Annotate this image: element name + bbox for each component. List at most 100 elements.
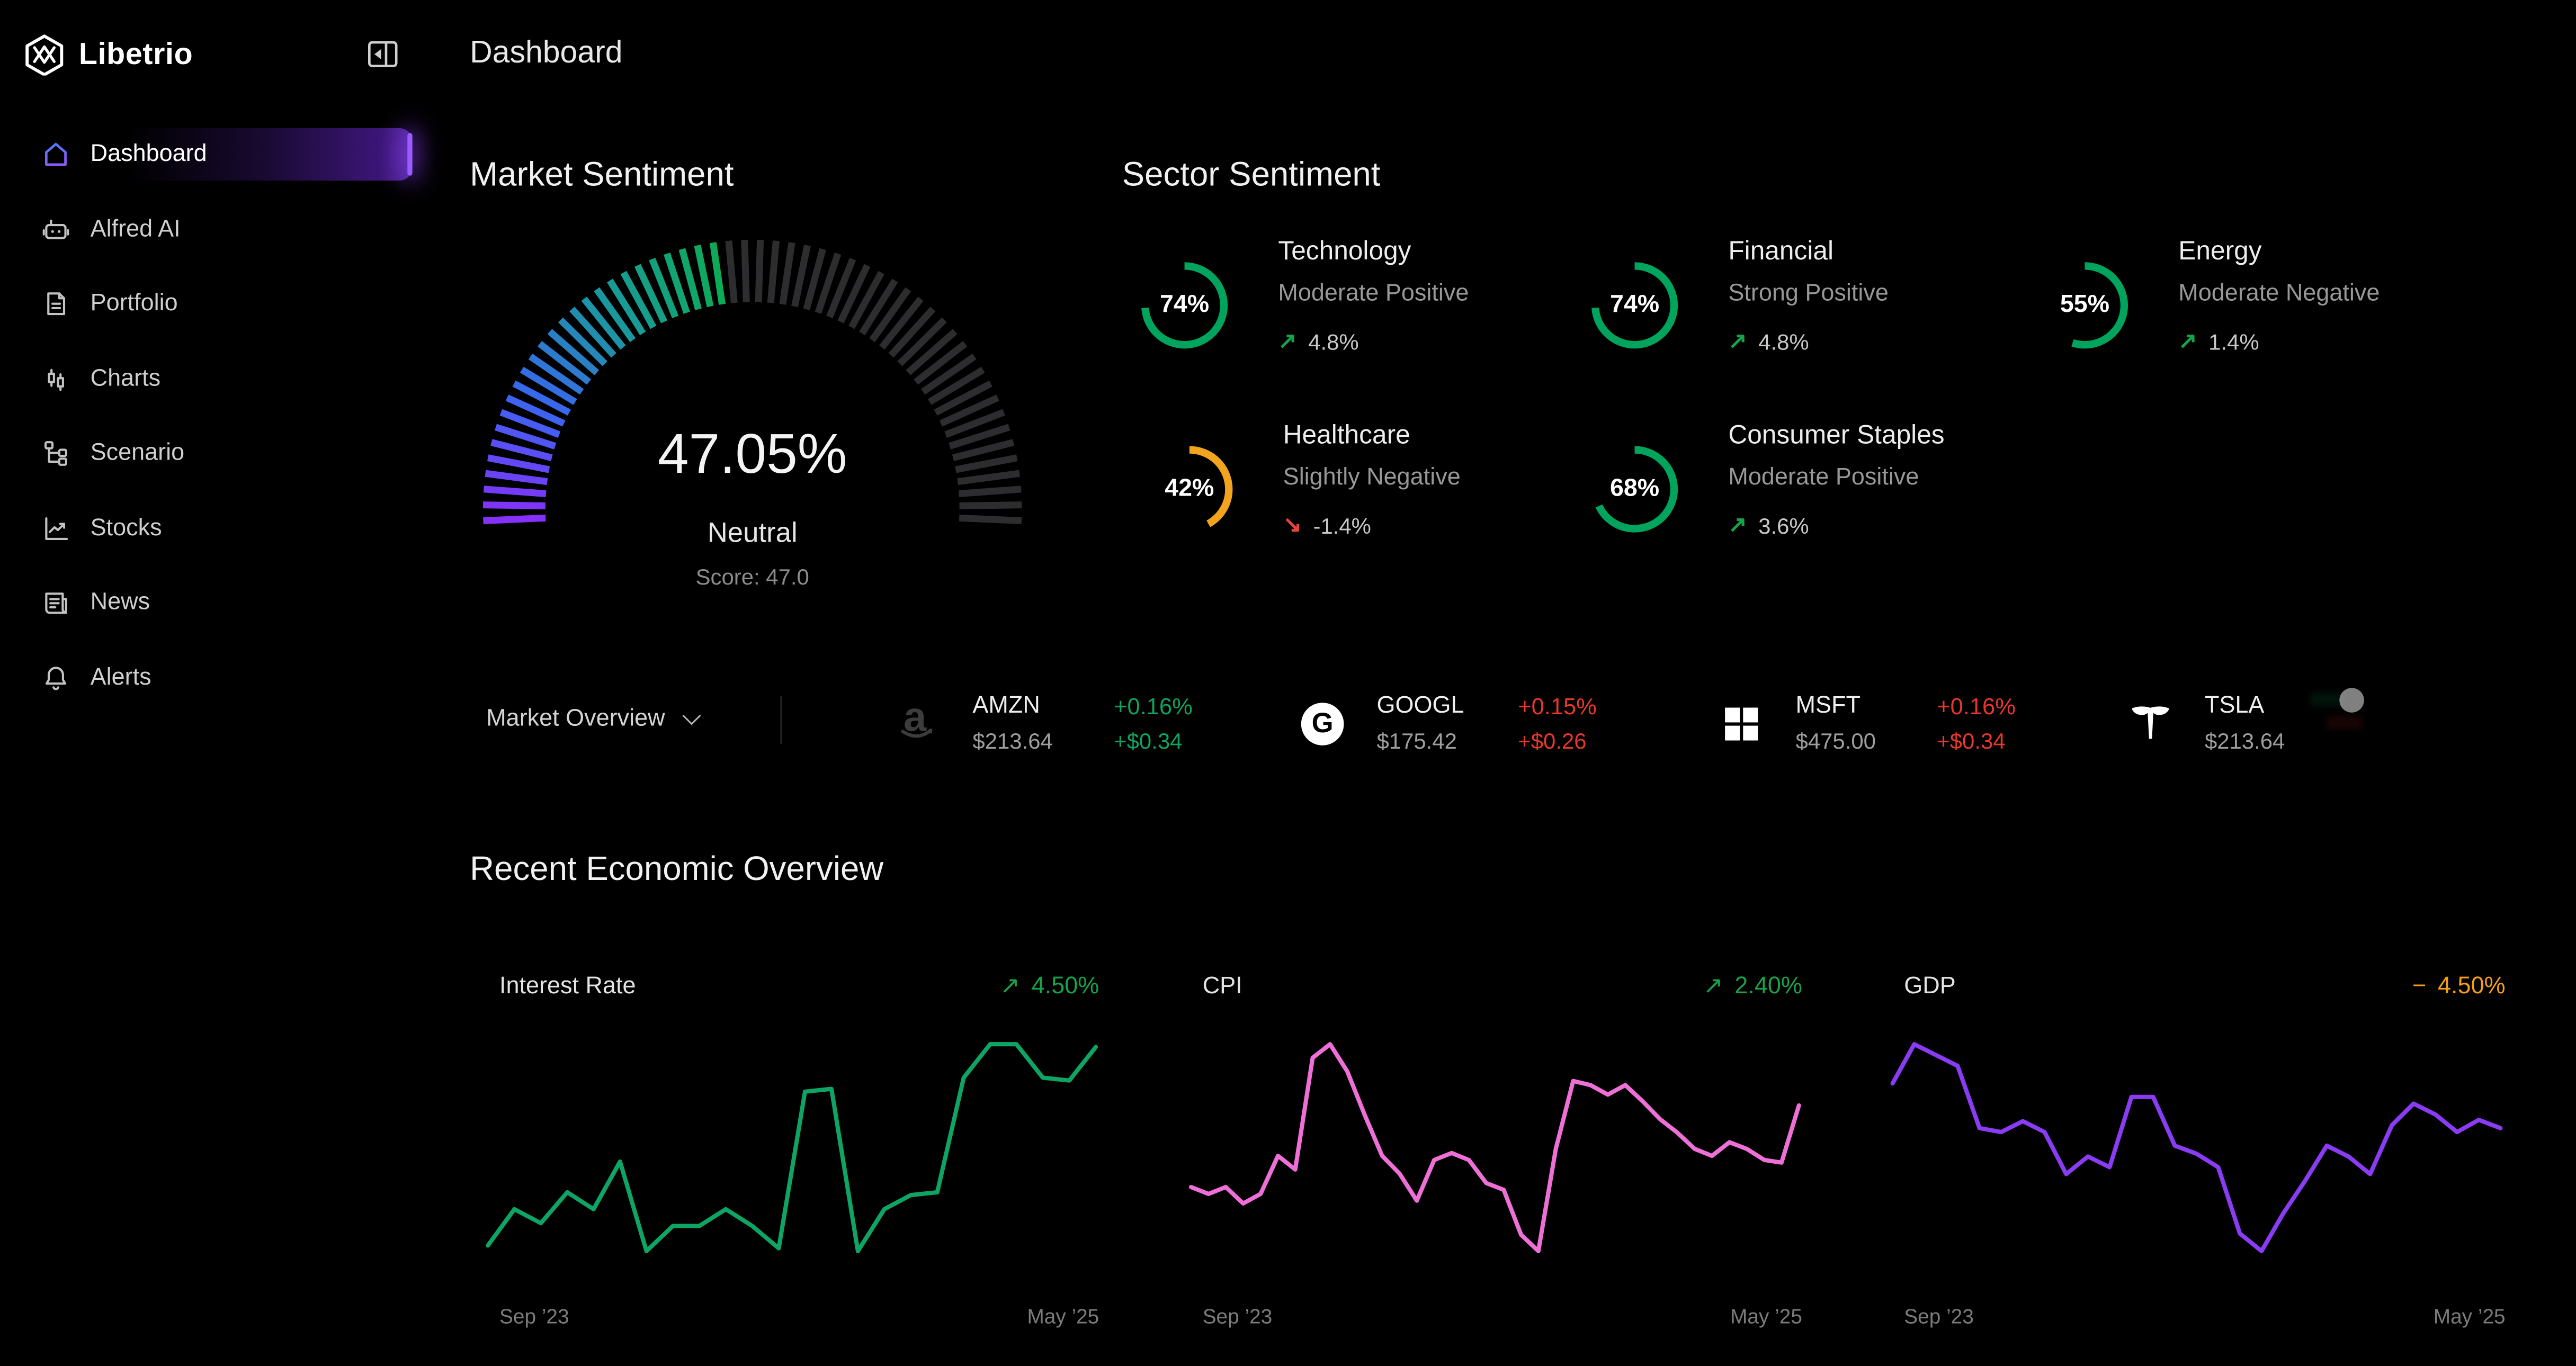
- sector-percent: 42%: [1165, 474, 1214, 502]
- sidebar-item-news[interactable]: News: [16, 576, 413, 628]
- x-axis-end-label: May ’25: [2433, 1305, 2506, 1328]
- ticker-item-googl[interactable]: G GOOGL $175.42 +0.15% +$0.26: [1301, 691, 1597, 757]
- next-ticker-icon-faded: [2339, 688, 2364, 713]
- newspaper-icon: [39, 586, 72, 619]
- sidebar-item-label: Alerts: [90, 664, 151, 690]
- sidebar-item-charts[interactable]: Charts: [16, 352, 413, 405]
- brand: Libetrio: [23, 33, 193, 76]
- ticker-symbol: TSLA: [2204, 693, 2265, 720]
- sector-name: Technology: [1278, 238, 1411, 266]
- trend-value: 3.6%: [1758, 513, 1809, 538]
- sector-card-financial: 74% Financial Strong Positive ↗ 4.8%: [1589, 238, 2033, 409]
- tesla-icon: [2129, 703, 2172, 745]
- ticker-price: $475.00: [1795, 729, 1876, 754]
- sidebar-item-label: Scenario: [90, 440, 185, 466]
- trend-value: 4.8%: [1758, 329, 1809, 354]
- trend-up-icon: ↗: [1000, 973, 1020, 1000]
- chart-badge-value: 2.40%: [1734, 973, 1802, 1000]
- trend-up-icon: ↗: [1278, 328, 1297, 353]
- google-icon: G: [1301, 703, 1344, 745]
- market-overview-dropdown[interactable]: Market Overview: [486, 695, 701, 744]
- document-icon: [39, 287, 72, 320]
- sector-name: Financial: [1728, 238, 1833, 266]
- chart-title: GDP: [1904, 973, 1956, 1000]
- panel-collapse-icon: [368, 41, 398, 68]
- progress-ring: [2041, 262, 2128, 349]
- ticker-symbol: MSFT: [1795, 693, 1861, 720]
- interest-rate-sparkline: [486, 1042, 1098, 1253]
- sector-sentiment-title: Sector Sentiment: [1122, 156, 1381, 194]
- trend-up-icon: ↗: [1728, 328, 1747, 353]
- trend-value: 4.8%: [1308, 329, 1359, 354]
- ticker-change-amt: +$0.34: [1937, 729, 2006, 754]
- line-chart-icon: [39, 511, 72, 544]
- sidebar-item-label: Alfred AI: [90, 215, 181, 242]
- ticker-change-pct: +0.15%: [1518, 693, 1597, 720]
- sidebar-item-label: Dashboard: [90, 141, 207, 168]
- sidebar-item-label: Portfolio: [90, 290, 178, 317]
- x-axis-start-label: Sep ’23: [499, 1305, 569, 1328]
- market-sentiment-gauge: [482, 239, 1022, 524]
- x-axis-end-label: May ’25: [1027, 1305, 1099, 1328]
- ticker-change-amt: +$0.26: [1518, 729, 1587, 754]
- faded-change-smudge: [2310, 693, 2343, 706]
- sentiment-mood: Neutral: [707, 517, 798, 549]
- sector-name: Consumer Staples: [1728, 421, 1945, 450]
- sidebar-item-scenario[interactable]: Scenario: [16, 427, 413, 479]
- sidebar-item-label: Charts: [90, 365, 161, 392]
- cpi-sparkline: [1188, 1042, 1801, 1253]
- sector-card-energy: 55% Energy Moderate Negative ↗ 1.4%: [2039, 238, 2483, 409]
- sidebar-item-stocks[interactable]: Stocks: [16, 501, 413, 554]
- sector-name: Healthcare: [1283, 421, 1410, 450]
- dropdown-label: Market Overview: [486, 706, 665, 733]
- gdp-sparkline: [1890, 1042, 2503, 1253]
- sidebar-item-alfred-ai[interactable]: Alfred AI: [16, 203, 413, 255]
- trend-up-icon: ↗: [2178, 328, 2197, 353]
- sector-percent: 74%: [1159, 290, 1210, 319]
- chart-card-interest-rate: Interest Rate ↗ 4.50% Sep ’23 May ’25: [470, 960, 1101, 1346]
- economic-overview-title: Recent Economic Overview: [470, 850, 884, 888]
- home-icon: [39, 138, 72, 170]
- sector-status: Moderate Positive: [1728, 464, 1919, 491]
- trend-flat-icon: −: [2412, 973, 2427, 1000]
- chart-title: Interest Rate: [499, 973, 636, 1000]
- chart-title: CPI: [1202, 973, 1242, 1000]
- sidebar-item-label: News: [90, 589, 150, 616]
- sidebar-item-portfolio[interactable]: Portfolio: [16, 277, 413, 330]
- trend-up-icon: ↗: [1703, 973, 1723, 1000]
- trend-up-icon: ↗: [1728, 512, 1747, 537]
- ticker-item-amzn[interactable]: a AMZN $213.64 +0.16% +$0.34: [897, 691, 1193, 757]
- amazon-icon: a: [897, 695, 940, 745]
- sector-card-technology: 74% Technology Moderate Positive ↗ 4.8%: [1139, 238, 1582, 409]
- ticker-price: $175.42: [1376, 729, 1457, 754]
- chevron-down-icon: [682, 706, 701, 725]
- sidebar-item-dashboard[interactable]: Dashboard: [16, 128, 413, 181]
- ticker-symbol: GOOGL: [1376, 693, 1464, 720]
- ticker-item-msft[interactable]: MSFT $475.00 +0.16% +$0.34: [1720, 691, 2016, 757]
- sector-status: Strong Positive: [1728, 281, 1889, 307]
- sentiment-score: Score: 47.0: [695, 564, 809, 590]
- ticker-change-amt: +$0.34: [1114, 729, 1183, 754]
- sidebar-item-alerts[interactable]: Alerts: [16, 651, 413, 704]
- sector-card-consumer-staples: 68% Consumer Staples Moderate Positive ↗…: [1589, 422, 2033, 592]
- market-sentiment-title: Market Sentiment: [470, 156, 734, 194]
- sector-percent: 55%: [2060, 290, 2110, 319]
- brand-name: Libetrio: [78, 36, 193, 71]
- robot-icon: [39, 213, 72, 246]
- x-axis-start-label: Sep ’23: [1904, 1305, 1974, 1328]
- microsoft-icon: [1720, 703, 1763, 745]
- sidebar-item-label: Stocks: [90, 515, 162, 541]
- chart-badge-value: 4.50%: [1031, 973, 1099, 1000]
- sidebar-collapse-button[interactable]: [368, 41, 398, 68]
- ticker-fade-overlay: [2270, 676, 2576, 762]
- sidebar-nav: Dashboard Alfred AI: [16, 128, 413, 704]
- candlestick-chart-icon: [39, 362, 72, 395]
- progress-ring: [1141, 262, 1228, 349]
- sector-percent: 74%: [1609, 290, 1660, 319]
- sector-name: Energy: [2178, 238, 2262, 266]
- sector-status: Moderate Positive: [1278, 281, 1469, 307]
- chart-badge-value: 4.50%: [2438, 973, 2506, 1000]
- sector-status: Moderate Negative: [2178, 281, 2380, 307]
- sector-status: Slightly Negative: [1283, 464, 1461, 491]
